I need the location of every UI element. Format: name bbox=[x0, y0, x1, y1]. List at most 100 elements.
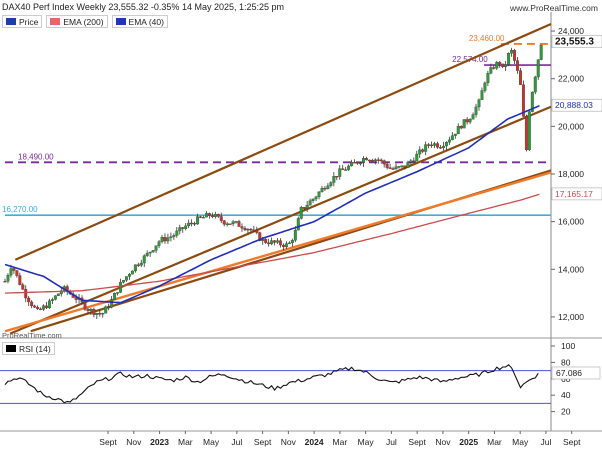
candle-body bbox=[252, 229, 256, 232]
watermark: www.ProRealTime.com bbox=[509, 3, 598, 13]
candle-body bbox=[347, 165, 351, 170]
price-ytick-label: 18,000 bbox=[558, 169, 584, 179]
candle-body bbox=[453, 133, 457, 136]
rsi-ytick-label: 40 bbox=[561, 390, 571, 400]
candle-body bbox=[145, 252, 149, 256]
rsi-legend[interactable]: RSI (14) bbox=[2, 342, 55, 355]
x-tick-label: May bbox=[203, 437, 220, 447]
x-tick-label: Jul bbox=[541, 437, 552, 447]
candle-body bbox=[127, 274, 131, 277]
candle-body bbox=[151, 250, 155, 253]
candle-body bbox=[95, 313, 99, 315]
candle-body bbox=[261, 239, 265, 241]
candle-body bbox=[468, 119, 472, 123]
price-ytick-label: 24,000 bbox=[558, 26, 584, 36]
candle-body bbox=[350, 162, 354, 167]
candle-body bbox=[92, 308, 96, 315]
candle-body bbox=[430, 144, 434, 147]
candle-body bbox=[83, 301, 87, 310]
candle-body bbox=[364, 158, 368, 161]
candle-body bbox=[521, 84, 525, 117]
candle-body bbox=[237, 221, 241, 227]
candle-body bbox=[255, 230, 259, 233]
candle-body bbox=[332, 176, 336, 183]
candle-body bbox=[418, 149, 422, 155]
candle-body bbox=[382, 160, 386, 165]
candle-body bbox=[178, 227, 182, 232]
ema40-line bbox=[4, 104, 540, 304]
legend-ema200[interactable]: EMA (200) bbox=[46, 15, 108, 28]
candle-body bbox=[273, 240, 277, 243]
candle-body bbox=[279, 240, 282, 246]
legend-ema40[interactable]: EMA (40) bbox=[111, 15, 168, 28]
x-tick-label: Jul bbox=[231, 437, 242, 447]
candle-body bbox=[45, 305, 48, 309]
candle-body bbox=[447, 139, 451, 143]
candle-body bbox=[24, 289, 28, 299]
candle-body bbox=[98, 313, 102, 315]
x-tick-label: 2025 bbox=[459, 437, 478, 447]
x-tick-label: 2023 bbox=[150, 437, 169, 447]
candle-body bbox=[154, 245, 158, 251]
candle-body bbox=[246, 228, 250, 231]
candle-body bbox=[276, 240, 279, 243]
candle-body bbox=[367, 159, 371, 162]
x-tick-label: Sept bbox=[99, 437, 117, 447]
candle-body bbox=[249, 228, 253, 231]
candle-body bbox=[539, 44, 543, 60]
candle-body bbox=[326, 185, 330, 190]
candle-body bbox=[495, 62, 499, 69]
candle-body bbox=[305, 205, 309, 209]
candle-body bbox=[210, 215, 214, 218]
x-tick-label: May bbox=[512, 437, 529, 447]
candle-body bbox=[243, 228, 247, 231]
candle-body bbox=[160, 237, 164, 242]
ema40-value-tag: 20,888.03 bbox=[555, 100, 593, 110]
price-ytick-label: 22,000 bbox=[558, 74, 584, 84]
x-tick-label: Nov bbox=[281, 437, 297, 447]
candle-body bbox=[314, 196, 318, 200]
candle-body bbox=[474, 106, 478, 115]
candle-body bbox=[222, 220, 226, 225]
candle-body bbox=[6, 274, 10, 282]
legend-ema200-swatch bbox=[50, 18, 61, 25]
candle-body bbox=[190, 222, 194, 225]
legend-price-swatch bbox=[6, 18, 16, 25]
candle-body bbox=[231, 221, 235, 224]
candle-body bbox=[219, 216, 223, 221]
chart-title: DAX40 Perf Index Weekly 23,555.32 -0.35%… bbox=[2, 2, 285, 12]
candle-body bbox=[119, 282, 122, 293]
candle-body bbox=[477, 99, 481, 108]
legend-price[interactable]: Price bbox=[2, 15, 43, 28]
candle-body bbox=[471, 114, 475, 120]
candle-body bbox=[293, 229, 297, 241]
credit-label: ProRealTime.com bbox=[2, 331, 62, 340]
candle-body bbox=[207, 213, 211, 216]
candle-body bbox=[53, 295, 57, 300]
candle-body bbox=[107, 306, 111, 308]
candle-body bbox=[427, 144, 431, 146]
candle-body bbox=[18, 275, 22, 285]
candle-body bbox=[370, 160, 374, 162]
candle-body bbox=[353, 162, 357, 164]
candle-body bbox=[122, 280, 125, 283]
candle-body bbox=[56, 293, 60, 296]
indicator-legend: Price EMA (200) EMA (40) bbox=[2, 15, 168, 28]
candle-body bbox=[181, 227, 185, 229]
rsi-ytick-label: 80 bbox=[561, 357, 571, 367]
candle-body bbox=[86, 309, 90, 311]
candle-body bbox=[486, 73, 490, 84]
candle-body bbox=[3, 281, 7, 283]
price-ytick-label: 12,000 bbox=[558, 312, 584, 322]
candle-body bbox=[510, 49, 514, 54]
candle-body bbox=[329, 182, 333, 186]
candle-body bbox=[388, 167, 392, 169]
candle-body bbox=[240, 226, 244, 229]
candle-body bbox=[299, 207, 303, 219]
candle-body bbox=[504, 64, 508, 68]
candle-body bbox=[267, 242, 271, 245]
candle-body bbox=[199, 216, 202, 218]
candle-body bbox=[403, 165, 407, 168]
candle-body bbox=[113, 293, 117, 300]
